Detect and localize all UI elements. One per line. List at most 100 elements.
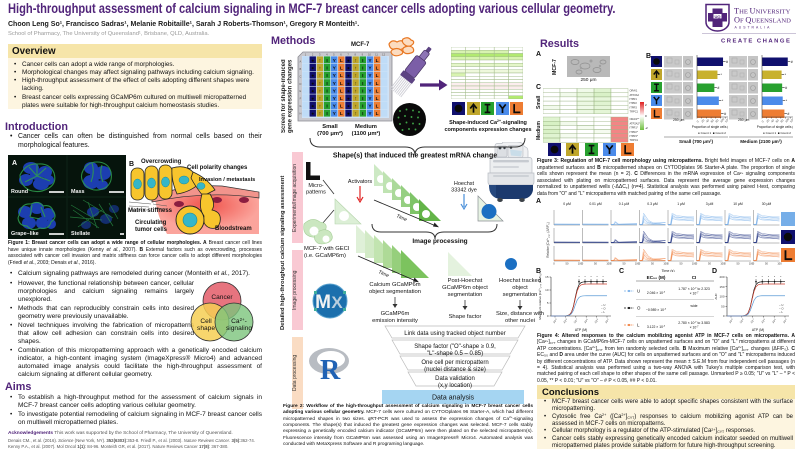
svg-text:*: * [590, 275, 592, 279]
svg-text:↑: ↑ [354, 97, 356, 102]
svg-text:CI: CI [692, 275, 697, 280]
svg-text:200: 200 [719, 275, 724, 279]
svg-text:6: 6 [340, 52, 342, 56]
svg-text:↑: ↑ [354, 112, 356, 117]
svg-text:0: 0 [553, 261, 555, 265]
svg-text:50: 50 [708, 261, 711, 265]
svg-text:● Count 1 ■ Count 2: ● Count 1 ■ Count 2 [698, 131, 726, 135]
svg-text:ORAI1**: ORAI1** [630, 117, 640, 121]
svg-text:10-7: 10-7 [749, 317, 756, 324]
svg-text:50: 50 [721, 304, 725, 308]
svg-text:Y: Y [333, 88, 337, 94]
svg-text:0: 0 [761, 119, 765, 123]
svg-text:10-4: 10-4 [782, 317, 789, 324]
svg-text:C: C [299, 74, 301, 78]
svg-text:I: I [362, 81, 364, 87]
svg-text:100: 100 [663, 261, 668, 265]
svg-text:11: 11 [375, 52, 378, 56]
svg-text:100: 100 [777, 261, 782, 265]
svg-text:L: L [340, 111, 343, 117]
svg-text:Y: Y [333, 58, 337, 64]
svg-text:OF QUEENSLAND: OF QUEENSLAND [734, 16, 791, 25]
svg-text:Y: Y [368, 104, 372, 110]
svg-text:segmentation: segmentation [503, 292, 538, 298]
svg-text:10-8: 10-8 [739, 317, 746, 324]
svg-text:0: 0 [639, 261, 641, 265]
svg-text:Mass: Mass [71, 189, 85, 195]
svg-text:↑: ↑ [319, 67, 321, 72]
svg-text:●: ● [311, 59, 314, 64]
svg-text:Data validation: Data validation [435, 376, 475, 382]
svg-text:Cell polarity changes: Cell polarity changes [187, 165, 248, 171]
svg-text:●: ● [311, 74, 314, 79]
svg-text:UQ: UQ [715, 14, 721, 19]
svg-text:Grape–like: Grape–like [11, 231, 39, 237]
svg-text:L: L [340, 66, 343, 72]
svg-text:↑: ↑ [354, 89, 356, 94]
svg-text:100: 100 [692, 261, 697, 265]
svg-text:emission intensity: emission intensity [372, 318, 418, 324]
svg-text:GCaMP6m: GCaMP6m [381, 311, 410, 317]
svg-text:3 μM: 3 μM [706, 202, 714, 206]
svg-text:↑: ↑ [319, 97, 321, 102]
svg-text:Ca2+-: Ca2+- [231, 317, 247, 325]
svg-text:10 μM: 10 μM [733, 202, 743, 206]
svg-text:I: I [362, 73, 364, 79]
svg-text:0.01 μM: 0.01 μM [589, 202, 601, 206]
svg-text:*: * [602, 275, 604, 279]
svg-text:4: 4 [326, 52, 328, 56]
svg-text:L: L [340, 96, 343, 102]
svg-text:●: ● [347, 89, 350, 94]
svg-text:10-6: 10-6 [583, 317, 590, 324]
svg-text:– L: – L [601, 310, 605, 314]
svg-text:0: 0 [582, 261, 584, 265]
svg-text:10-9: 10-9 [552, 317, 559, 324]
svg-text:shape: shape [197, 325, 215, 332]
svg-text:– L: – L [779, 310, 783, 314]
svg-text:I: I [362, 58, 364, 64]
svg-text:Cancer: Cancer [211, 294, 233, 301]
svg-text:D: D [299, 82, 301, 86]
svg-text:I: I [326, 58, 328, 64]
svg-text:●: ● [311, 112, 314, 117]
svg-text:Y: Y [368, 81, 372, 87]
svg-text:EC₅₀ (M): EC₅₀ (M) [647, 275, 666, 280]
svg-text:wide: wide [691, 304, 698, 308]
svg-text:Y: Y [333, 81, 337, 87]
svg-text:I: I [326, 73, 328, 79]
svg-text:*: * [578, 275, 580, 279]
svg-text:AUSTRALIA: AUSTRALIA [735, 26, 772, 30]
svg-text:AUC: AUC [714, 293, 718, 300]
svg-text:Shape factor ("O"-shape ≥ 0.9,: Shape factor ("O"-shape ≥ 0.9, [414, 344, 496, 350]
svg-text:●: ● [311, 82, 314, 87]
svg-text:L: L [340, 58, 343, 64]
svg-text:#: # [785, 86, 787, 90]
svg-text:↑: ↑ [354, 59, 356, 64]
svg-text:Link data using tracked object: Link data using tracked object number [404, 331, 505, 337]
svg-text:L: L [340, 88, 343, 94]
svg-text:●: ● [347, 67, 350, 72]
svg-text:Y: Y [333, 96, 337, 102]
svg-text:2.046 × 10-7: 2.046 × 10-7 [647, 291, 666, 295]
svg-text:↑: ↑ [354, 105, 356, 110]
svg-text:10-5: 10-5 [771, 317, 778, 324]
svg-text:ITPR3: ITPR3 [630, 105, 638, 109]
svg-text:Bloodstream: Bloodstream [215, 226, 252, 232]
svg-text:0: 0 [645, 114, 647, 118]
svg-text:*: * [720, 73, 722, 77]
svg-text:(nuclei distance & size): (nuclei distance & size) [424, 367, 486, 373]
svg-text:× 10-7: × 10-7 [690, 326, 699, 330]
svg-text:50: 50 [737, 261, 740, 265]
svg-text:Relative [Ca2+CYT (ΔF/F₀): Relative [Ca2+CYT (ΔF/F₀) [546, 222, 551, 258]
svg-text:other nuclei: other nuclei [505, 318, 535, 324]
svg-text:THE UNIVERSITY: THE UNIVERSITY [734, 7, 791, 16]
svg-text:0: 0 [696, 119, 700, 123]
svg-text:L: L [340, 104, 343, 110]
svg-text:10: 10 [545, 288, 549, 292]
svg-text:0: 0 [723, 314, 725, 318]
svg-text:GCaMP6m object: GCaMP6m object [442, 285, 488, 291]
svg-text:20: 20 [700, 118, 705, 123]
svg-text:patterns: patterns [306, 190, 326, 196]
svg-text:2.780 × 10-7 to 3.583: 2.780 × 10-7 to 3.583 [678, 321, 710, 325]
svg-text:Invasion / metastasis: Invasion / metastasis [199, 177, 255, 183]
